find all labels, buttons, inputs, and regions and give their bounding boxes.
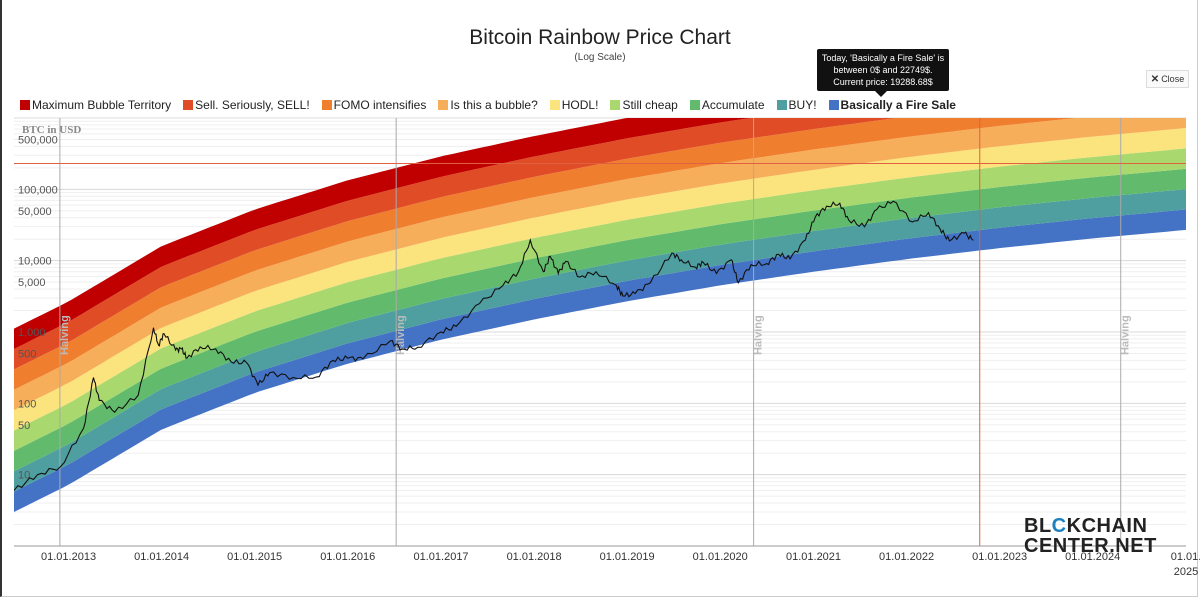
close-icon: ✕ [1150,73,1160,85]
y-tick-label: 100 [18,398,36,410]
halving-lines: Halving Halving Halving Halving [59,118,1132,546]
chart-tooltip: Today, 'Basically a Fire Sale' is betwee… [817,49,949,97]
close-button-label: Close [1161,74,1185,84]
y-axis-labels: 500,000 100,000 50,000 10,000 5,000 1,000 500 1… [18,124,81,482]
x-tick-label-line: 01.01.2020 [693,551,748,563]
close-button[interactable]: ✕ Close [1146,70,1189,88]
x-tick-label-line: 01.01. [1171,551,1200,563]
x-tick-label: 01.01.2020 [693,551,748,563]
legend-swatch [321,100,332,110]
y-tick-label: 10,000 [18,256,52,268]
tooltip-line-2: between 0$ and 22749$. [833,65,933,75]
rainbow-band-1 [14,189,1186,492]
chart-title: Bitcoin Rainbow Price Chart [469,26,731,49]
x-tick-label-line: 01.01.2024 [1065,551,1120,563]
legend-label: Accumulate [701,98,765,112]
x-tick-label-line: 01.01.2021 [786,551,841,563]
legend-swatch [828,100,839,110]
x-tick-label-line: 2025 [1174,566,1198,578]
legend-swatch [20,100,30,110]
legend-item-1[interactable]: Sell. Seriously, SELL! [183,98,310,112]
legend-label: Basically a Fire Sale [840,98,956,112]
y-tick-label: 5,000 [18,277,46,289]
y-tick-label: 500 [18,348,36,360]
legend-label: Sell. Seriously, SELL! [195,98,310,112]
chart-subtitle: (Log Scale) [574,52,626,63]
tooltip-line-1: Today, 'Basically a Fire Sale' is [821,53,945,63]
legend-swatch [689,100,700,110]
x-tick-label-line: 01.01.2023 [972,551,1027,563]
y-tick-label: 1,000 [18,327,46,339]
legend-item-4[interactable]: HODL! [549,98,599,112]
x-tick-label-line: 01.01.2017 [414,551,469,563]
x-tick-label-line: 01.01.2018 [507,551,562,563]
legend-item-2[interactable]: FOMO intensifies [321,98,427,112]
x-tick-label-line: 01.01.2013 [41,551,96,563]
legend-label: Still cheap [622,98,678,112]
legend-label: HODL! [561,98,599,112]
x-tick-label: 01.01.2018 [507,551,562,563]
legend-label: FOMO intensifies [333,98,427,112]
legend-swatch [610,100,621,110]
halving-label: Halving [753,315,765,355]
halving-label: Halving [59,315,71,355]
x-tick-label: 01.01.2014 [134,551,189,563]
x-tick-label: 01.01.2022 [879,551,934,563]
x-tick-label: 01.01.2021 [786,551,841,563]
x-tick-label: 01.01.2019 [600,551,655,563]
brand-logo: BLCKCHAIN CENTER.NET [1024,516,1157,556]
x-tick-label: 01.01.2023 [972,551,1027,563]
btc-price-line [14,200,974,491]
brand-text-part-3: KCHAIN [1066,515,1148,537]
legend-label: Maximum Bubble Territory [32,98,172,112]
legend-label: BUY! [788,98,817,112]
rainbow-bands [14,118,1186,512]
x-tick-label: 01.01.2013 [41,551,96,563]
x-tick-label-line: 01.01.2019 [600,551,655,563]
y-tick-label: 50 [18,420,30,432]
tooltip-line-3: Current price: 19288.68$ [833,77,933,87]
x-tick-label-line: 01.01.2016 [320,551,375,563]
legend-swatch [549,100,560,110]
legend-item-3[interactable]: Is this a bubble? [438,98,538,112]
legend-item-6[interactable]: Accumulate [689,98,765,112]
brand-text-line-2: CENTER.NET [1024,535,1157,557]
chart-legend: Maximum Bubble Territory Sell. Seriously,… [20,97,968,113]
brand-text-part-1: BL [1024,515,1052,537]
x-tick-label: 01.01. 2025 [1171,551,1200,578]
x-tick-label: 01.01.2015 [227,551,282,563]
legend-swatch [776,100,787,110]
y-tick-label: 50,000 [18,206,52,218]
rainbow-band-0 [14,209,1186,512]
legend-swatch [438,100,449,110]
halving-label: Halving [1120,315,1132,355]
x-tick-label: 01.01.2016 [320,551,375,563]
x-axis-labels: 01.01.2013 01.01.2014 01.01.2015 01.01.2016… [41,551,1200,578]
rainbow-band-4 [14,128,1186,431]
brand-text-part-2: C [1051,515,1067,537]
x-tick-label: 01.01.2017 [414,551,469,563]
rainbow-band-3 [14,148,1186,451]
x-tick-label: 01.01.2024 [1065,551,1120,563]
x-tick-label-line: 01.01.2015 [227,551,282,563]
legend-item-8[interactable]: Basically a Fire Sale [828,98,956,112]
x-tick-label-line: 01.01.2022 [879,551,934,563]
legend-item-7[interactable]: BUY! [776,98,817,112]
legend-item-5[interactable]: Still cheap [610,98,678,112]
legend-swatch [183,100,194,110]
y-tick-label: 100,000 [18,184,58,196]
rainbow-band-2 [14,168,1186,472]
y-tick-label: 10 [18,470,30,482]
x-tick-label-line: 01.01.2014 [134,551,189,563]
legend-label: Is this a bubble? [450,98,538,112]
legend-item-0[interactable]: Maximum Bubble Territory [20,98,171,112]
y-axis-title: BTC in USD [22,124,81,136]
y-tick-label: 500,000 [18,134,58,146]
